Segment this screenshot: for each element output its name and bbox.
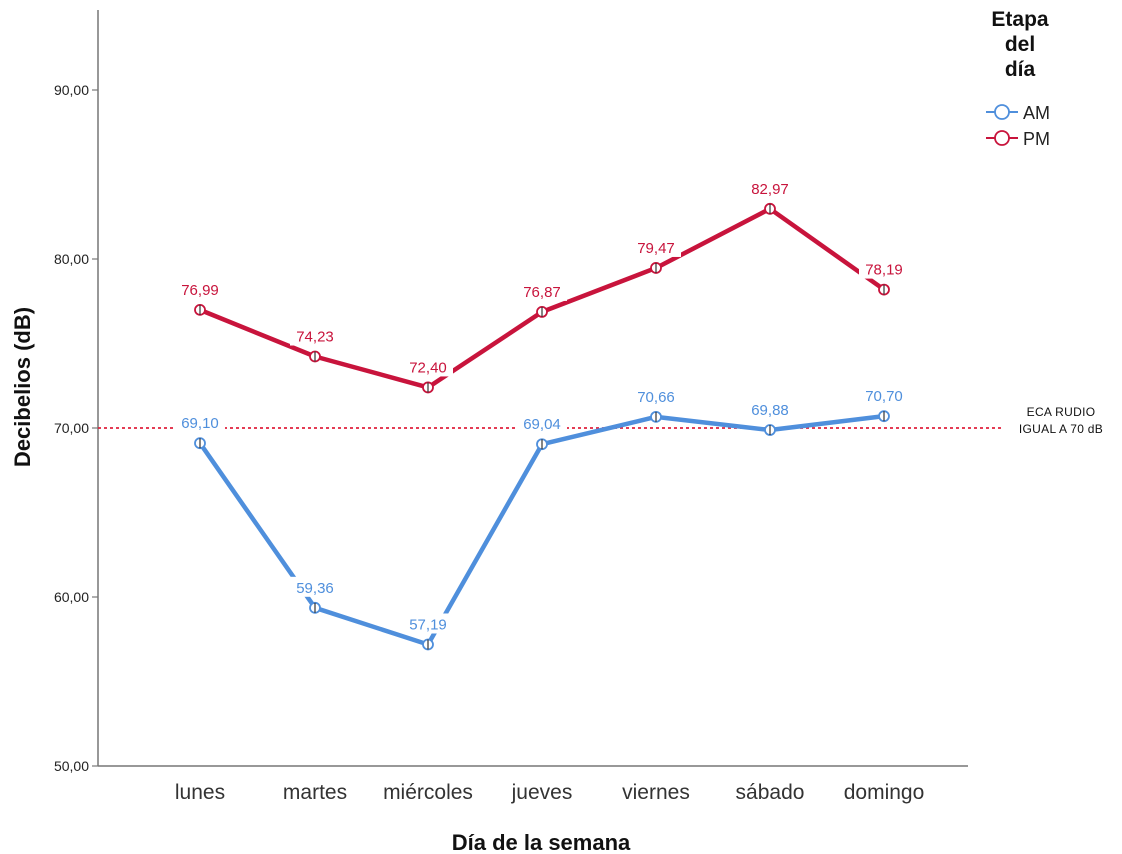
data-label-am: 69,10 [181, 415, 219, 432]
x-tick-label: sábado [736, 781, 805, 804]
data-label-bg-am [859, 385, 909, 406]
x-tick-label: lunes [175, 781, 225, 804]
data-label-bg-pm [175, 278, 225, 299]
data-label-pm: 74,23 [296, 329, 334, 346]
y-tick-label: 80,00 [54, 251, 89, 267]
data-label-am: 69,88 [751, 402, 789, 419]
y-tick-label: 50,00 [54, 758, 89, 774]
data-label-pm: 76,87 [523, 284, 561, 301]
series-group: 69,10 59,36 57,19 69,04 70,66 69,88 70,70 76,99… [175, 177, 909, 651]
data-label-pm: 72,40 [409, 359, 447, 376]
data-label-bg-pm [859, 258, 909, 279]
y-axis-title: Decibelios (dB) [10, 307, 35, 467]
data-label-bg-pm [403, 356, 453, 377]
legend-marker-am [994, 104, 1010, 120]
data-label-am: 70,70 [865, 388, 903, 405]
reference-line-label: ECA RUDIO [1027, 405, 1096, 419]
axes: 50,00 60,00 70,00 80,00 90,00 lunes martes miér… [10, 10, 968, 854]
data-label-pm: 79,47 [637, 240, 675, 257]
y-tick-label: 70,00 [54, 420, 89, 436]
data-label-am: 57,19 [409, 616, 447, 633]
x-tick-label: miércoles [383, 781, 473, 804]
x-tick-label: viernes [622, 781, 690, 804]
data-label-am: 69,04 [523, 416, 561, 433]
x-tick-label: domingo [844, 781, 925, 804]
data-label-pm: 82,97 [751, 181, 789, 198]
y-tick-label: 60,00 [54, 589, 89, 605]
data-label-bg-am [290, 576, 340, 597]
data-label-pm: 76,99 [181, 282, 219, 299]
legend-title: día [1005, 58, 1036, 81]
x-tick-label: jueves [511, 781, 573, 804]
reference-line-label: IGUAL A 70 dB [1019, 422, 1103, 436]
data-label-bg-am [175, 412, 225, 433]
legend-marker-pm [994, 130, 1010, 146]
y-tick-label: 90,00 [54, 82, 89, 98]
series-line-am [197, 413, 887, 647]
x-axis-title: Día de la semana [452, 830, 631, 854]
data-label-am: 70,66 [637, 389, 675, 406]
data-label-am: 59,36 [296, 580, 334, 597]
legend-title: del [1005, 33, 1035, 56]
data-label-bg-pm [631, 236, 681, 257]
x-tick-label: martes [283, 781, 347, 804]
legend-label-am: AM [1023, 103, 1050, 123]
data-label-bg-am [403, 613, 453, 634]
data-label-pm: 78,19 [865, 262, 903, 279]
data-label-bg-am [745, 399, 795, 420]
data-label-bg-am [631, 385, 681, 406]
data-label-bg-am [517, 413, 567, 434]
legend-label-pm: PM [1023, 129, 1050, 149]
data-label-bg-pm [745, 177, 795, 198]
data-label-bg-pm [290, 325, 340, 346]
data-label-bg-pm [517, 280, 567, 301]
legend-title: Etapa [991, 8, 1049, 31]
